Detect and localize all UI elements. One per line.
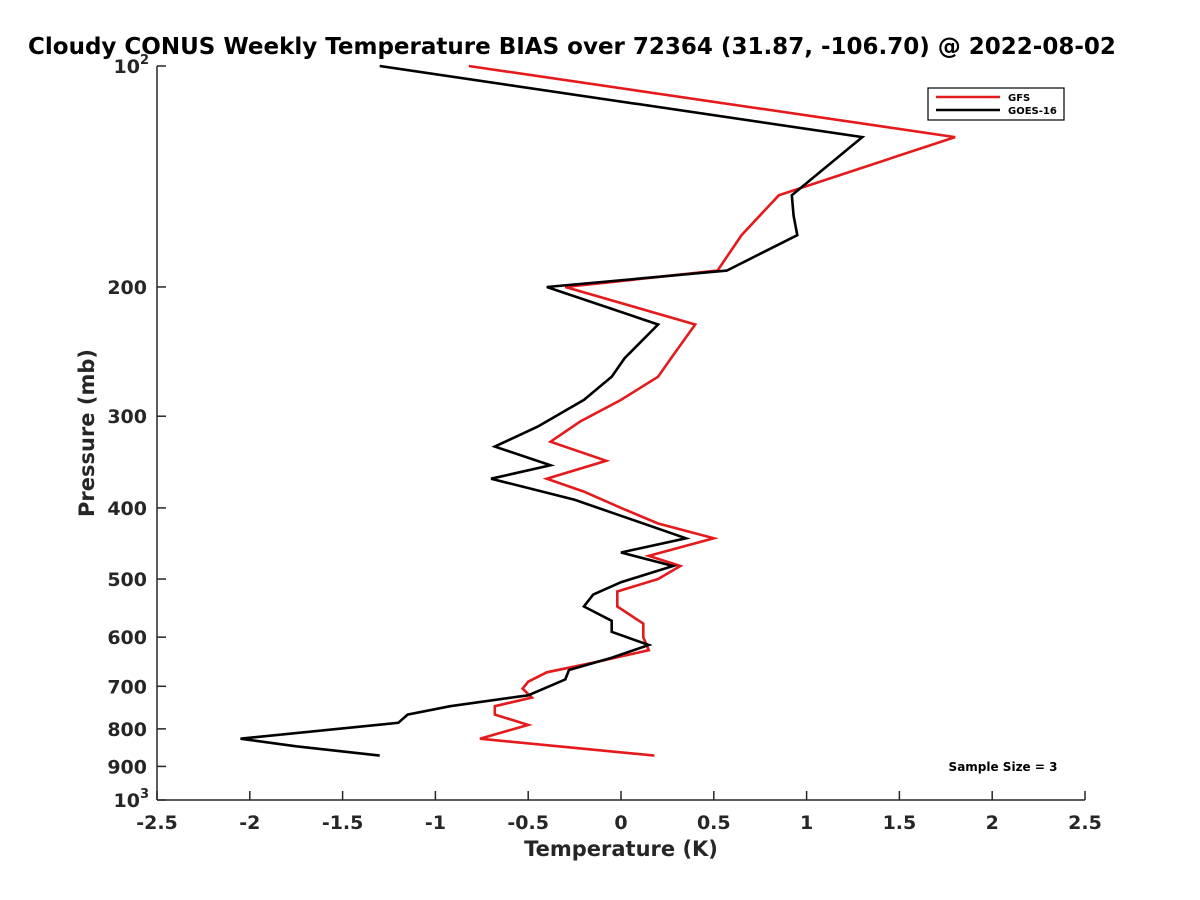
x-tick-label: 0.5 xyxy=(697,812,731,834)
x-tick-label: 1 xyxy=(800,812,813,834)
y-tick-label: 200 xyxy=(107,277,147,299)
sample-size-annotation: Sample Size = 3 xyxy=(949,760,1058,774)
y-tick-label: 600 xyxy=(107,627,147,649)
x-tick-label: -2.5 xyxy=(136,812,178,834)
y-tick-label: 700 xyxy=(107,676,147,698)
series-line-goes-16 xyxy=(240,64,866,757)
y-tick-label: 500 xyxy=(107,569,147,591)
x-tick-label: -1 xyxy=(425,812,446,834)
x-tick-label: 1.5 xyxy=(883,812,917,834)
x-axis-label: Temperature (K) xyxy=(524,837,718,861)
x-tick-label: -2 xyxy=(239,812,260,834)
legend-label: GOES-16 xyxy=(1008,106,1057,117)
y-tick-label: 103 xyxy=(114,787,150,812)
x-tick-label: 0 xyxy=(614,812,627,834)
y-tick-label: 300 xyxy=(107,406,147,428)
chart-title: Cloudy CONUS Weekly Temperature BIAS ove… xyxy=(28,34,1116,60)
ticks: -2.5 -2 -1.5 -1 -0.5 0 0.5 1 1.5 2 2.5 102 200 300 400… xyxy=(107,53,1102,834)
legend-box xyxy=(927,87,1065,121)
series-line-gfs xyxy=(468,64,956,757)
y-tick-label: 400 xyxy=(107,498,147,520)
y-tick-label: 800 xyxy=(107,719,147,741)
x-tick-label: -0.5 xyxy=(507,812,549,834)
plot-lines xyxy=(240,64,956,757)
x-tick-label: 2 xyxy=(986,812,999,834)
x-tick-label: 2.5 xyxy=(1068,812,1102,834)
y-tick-label: 102 xyxy=(114,53,150,78)
legend: GFS GOES-16 xyxy=(927,87,1065,121)
y-axis-label: Pressure (mb) xyxy=(75,349,99,517)
y-tick-label: 900 xyxy=(107,756,147,778)
x-tick-label: -1.5 xyxy=(322,812,364,834)
legend-label: GFS xyxy=(1008,93,1030,104)
